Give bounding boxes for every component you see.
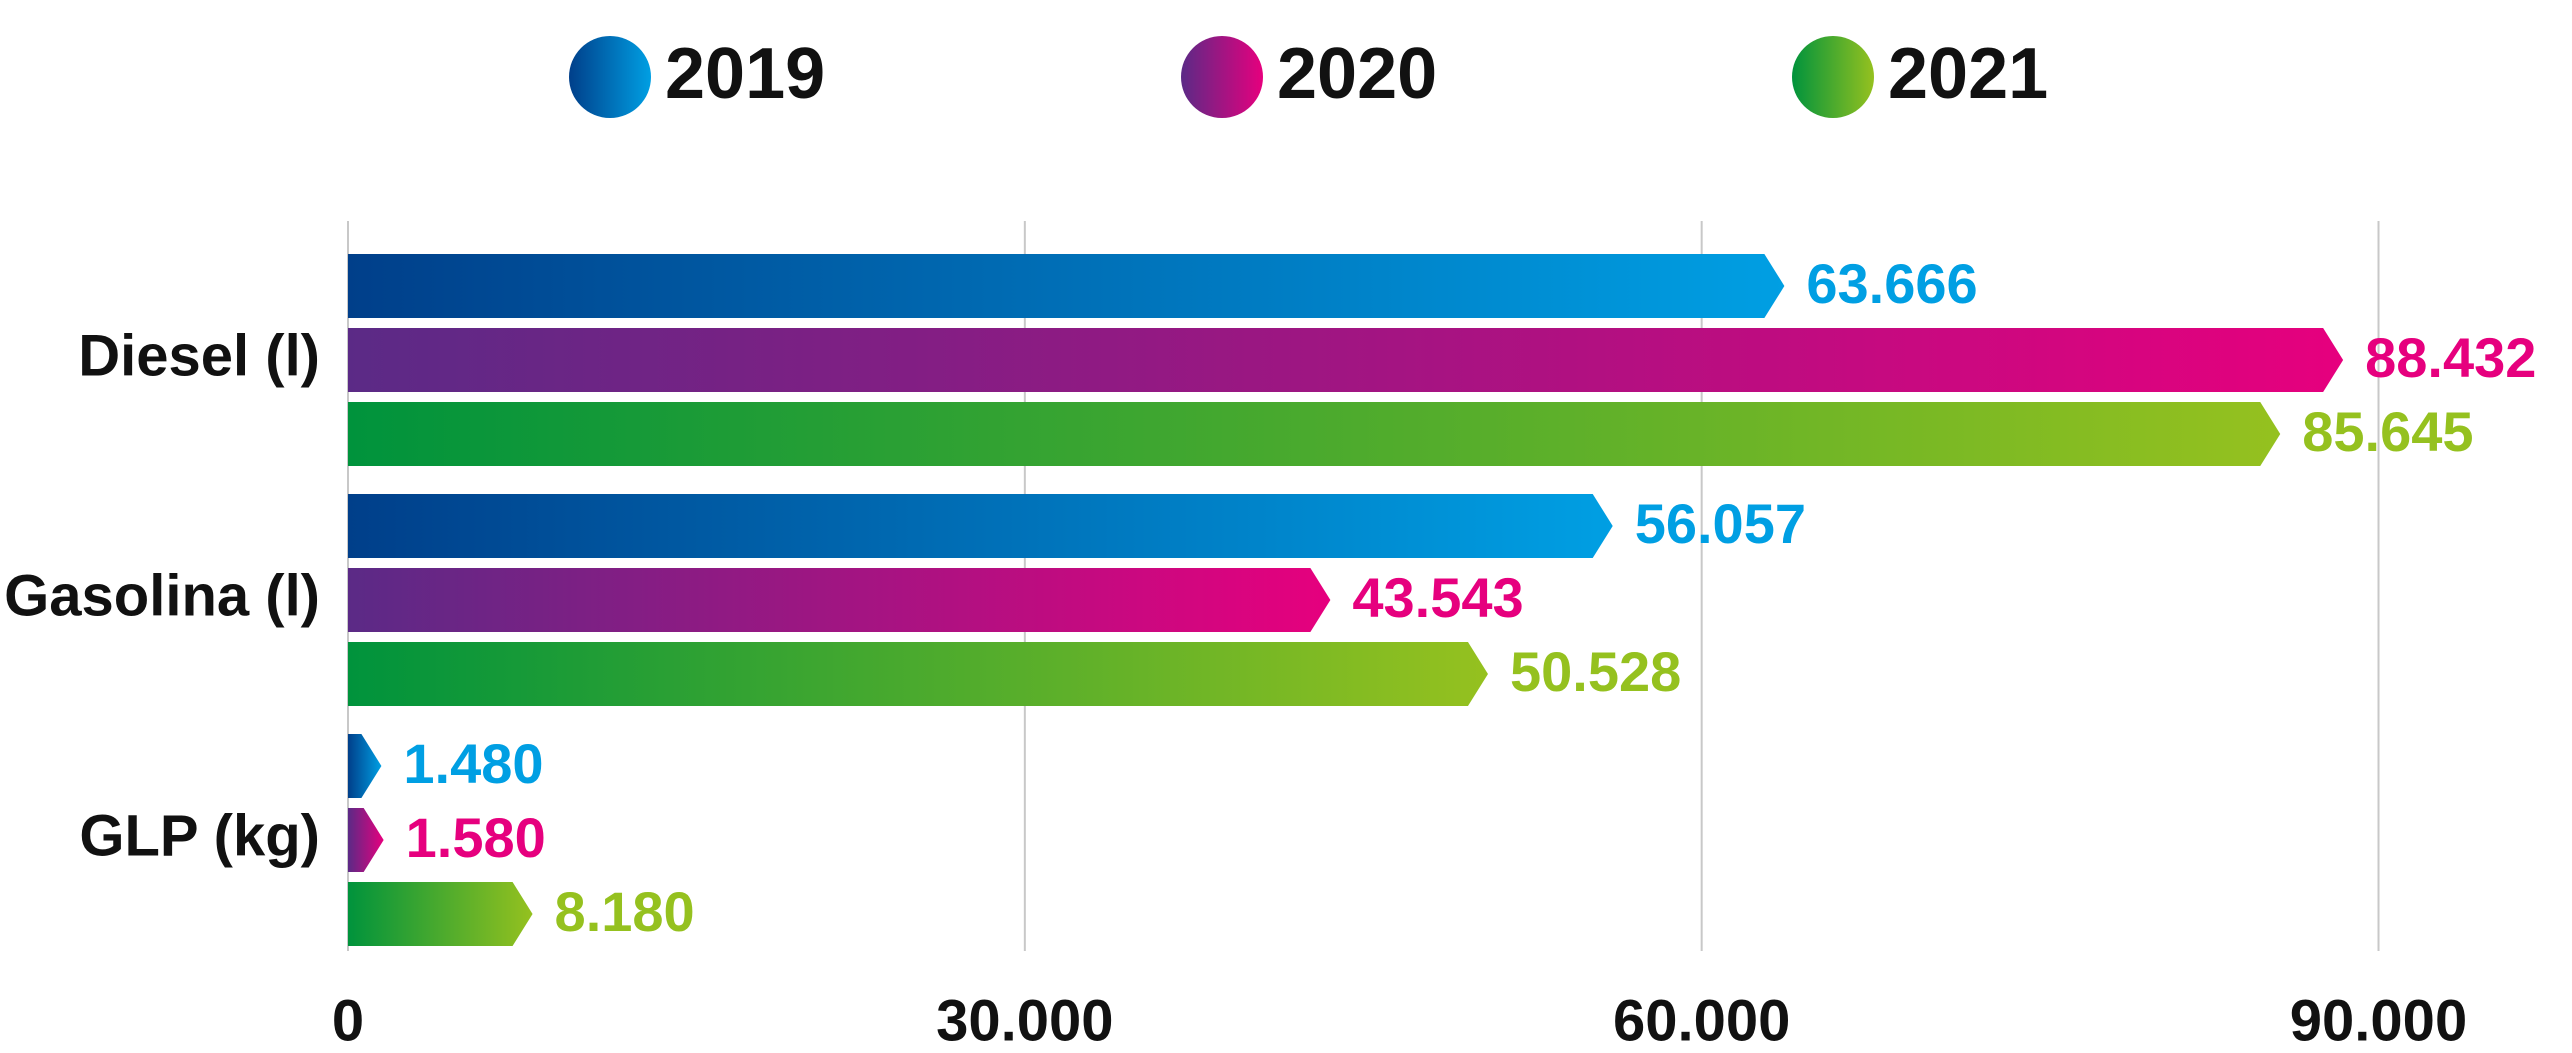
value-label: 1.480: [403, 732, 543, 795]
category-label: GLP (kg): [79, 803, 320, 868]
bar: [348, 734, 382, 798]
legend-swatch: [1181, 36, 1263, 118]
legend-swatch: [1792, 36, 1874, 118]
category-label: Diesel (l): [78, 323, 320, 388]
x-tick-label: 60.000: [1613, 988, 1790, 1053]
bar: [348, 254, 1785, 318]
x-tick-label: 30.000: [936, 988, 1113, 1053]
x-tick-label: 90.000: [2290, 988, 2467, 1053]
bar: [348, 642, 1488, 706]
x-tick-label: 0: [332, 988, 364, 1053]
value-label: 50.528: [1510, 640, 1681, 703]
bar: [348, 882, 533, 946]
value-label: 1.580: [406, 806, 546, 869]
category-label: Gasolina (l): [4, 563, 320, 628]
value-label: 43.543: [1352, 566, 1523, 629]
bar: [348, 328, 2344, 392]
legend-swatch: [569, 36, 651, 118]
bar: [348, 402, 2281, 466]
value-label: 85.645: [2302, 400, 2473, 463]
value-label: 8.180: [555, 880, 695, 943]
bar: [348, 568, 1331, 632]
value-label: 88.432: [2365, 326, 2536, 389]
value-label: 63.666: [1806, 252, 1977, 315]
legend-label: 2021: [1888, 34, 2048, 114]
legend-label: 2020: [1277, 34, 1437, 114]
legend-label: 2019: [665, 34, 825, 114]
bar: [348, 494, 1613, 558]
value-label: 56.057: [1635, 492, 1806, 555]
bar: [348, 808, 384, 872]
